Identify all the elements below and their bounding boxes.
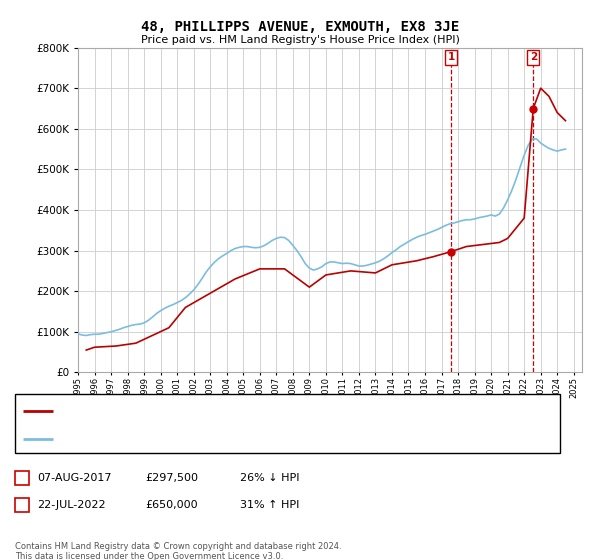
Text: £650,000: £650,000: [145, 500, 197, 510]
Text: 48, PHILLIPPS AVENUE, EXMOUTH, EX8 3JE: 48, PHILLIPPS AVENUE, EXMOUTH, EX8 3JE: [141, 20, 459, 34]
Bar: [15, 472, 29, 486]
Bar: [15, 498, 29, 512]
Text: 22-JUL-2022: 22-JUL-2022: [37, 500, 106, 510]
Text: 2: 2: [18, 500, 26, 510]
Bar: [15, 394, 560, 454]
Text: Contains HM Land Registry data © Crown copyright and database right 2024.
This d: Contains HM Land Registry data © Crown c…: [15, 542, 341, 560]
Text: 26% ↓ HPI: 26% ↓ HPI: [240, 473, 299, 483]
Text: 1: 1: [18, 473, 26, 483]
Text: £297,500: £297,500: [145, 473, 198, 483]
Text: 07-AUG-2017: 07-AUG-2017: [37, 473, 112, 483]
Text: Price paid vs. HM Land Registry's House Price Index (HPI): Price paid vs. HM Land Registry's House …: [140, 35, 460, 45]
Text: 31% ↑ HPI: 31% ↑ HPI: [240, 500, 299, 510]
Text: HPI: Average price, detached house, East Devon: HPI: Average price, detached house, East…: [59, 433, 311, 444]
Text: 2: 2: [530, 53, 537, 63]
Text: 1: 1: [448, 53, 455, 63]
Text: 48, PHILLIPPS AVENUE, EXMOUTH, EX8 3JE (detached house): 48, PHILLIPPS AVENUE, EXMOUTH, EX8 3JE (…: [59, 405, 374, 416]
